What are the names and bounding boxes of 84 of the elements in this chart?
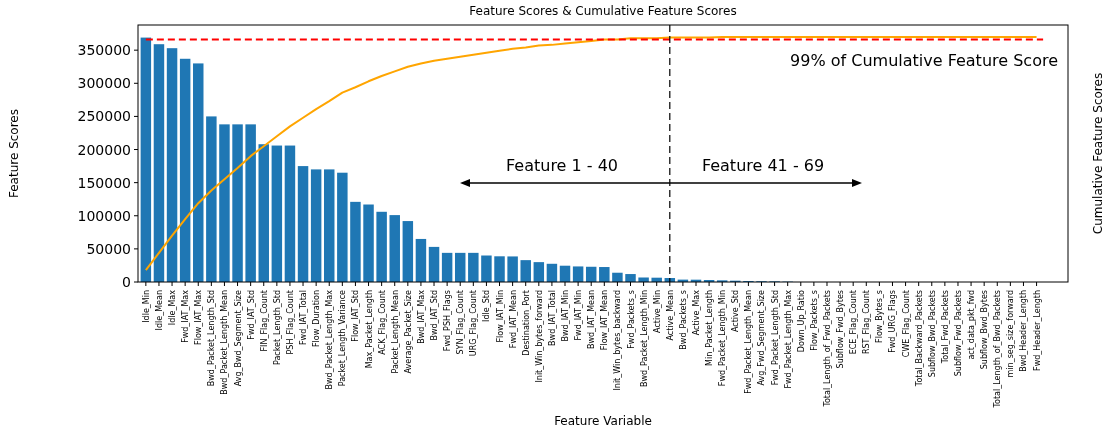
x-tick-label: FIN_Flag_Count: [259, 290, 269, 352]
y-tick-label: 300000: [77, 75, 131, 92]
x-tick-label: Packet_Length_Std: [272, 290, 282, 366]
x-tick-label: act_data_pkt_fwd: [967, 290, 977, 360]
x-tick-label: CWE_Flag_Count: [901, 290, 911, 358]
x-tick-label: Down_Up_Ratio: [796, 289, 806, 353]
y2-axis-title: Cumulative Feature Scores: [1091, 72, 1105, 235]
x-tick-label: Bwd_Packet_Length_Max: [325, 289, 335, 390]
ref-line-label: 99% of Cumulative Feature Score: [790, 50, 1058, 70]
x-tick-label: Flow_Packets_s: [809, 290, 819, 351]
x-tick-label: Fwd_Packet_Length_Mean: [744, 290, 754, 394]
annotation: Feature 41 - 69: [701, 156, 825, 175]
x-tick-label: Bwd_Packet_Length_Min: [639, 290, 649, 388]
x-tick-label: Active_Mean: [665, 290, 675, 341]
x-tick-label: Destination_Port: [521, 290, 531, 356]
x-tick-label: Bwd_IAT_Min: [561, 290, 571, 342]
x-tick-label: PSH_Flag_Count: [285, 290, 295, 355]
x-tick-label: Flow_IAT_Std: [351, 290, 361, 342]
x-tick-label: Bwd_IAT_Max: [416, 289, 426, 344]
x-tick-label: Fwd_IAT_Max: [181, 289, 191, 343]
x-tick-label: ECE_Flag_Count: [849, 290, 859, 355]
annotation: Feature 1 - 40: [505, 156, 619, 175]
x-tick-label: Subflow_Bwd_Bytes: [980, 290, 990, 370]
x-tick-label: Packet_Length_Mean: [390, 290, 400, 374]
x-tick-label: Idle_Min: [141, 290, 151, 323]
y-tick-label: 200000: [77, 141, 131, 158]
x-tick-label: Bwd_Packet_Length_Std: [207, 290, 217, 387]
x-tick-label: min_seg_size_forward: [1006, 290, 1016, 378]
x-tick-label: Active_Std: [731, 290, 741, 333]
x-tick-label: SYN_Flag_Count: [456, 290, 466, 355]
x-tick-label: Fwd_IAT_Std: [246, 290, 256, 340]
x-tick-label: Fwd_IAT_Min: [574, 290, 584, 341]
x-tick-label: Min_Packet_Length: [705, 290, 715, 366]
x-tick-label: Fwd_Packet_Length_Std: [770, 290, 780, 386]
x-tick-label: Bwd_IAT_Std: [430, 290, 440, 341]
x-tick-label: Fwd_Packet_Length_Min: [718, 290, 728, 387]
x-tick-label: Flow_IAT_Max: [194, 289, 204, 345]
y-tick-label: 0: [122, 274, 131, 290]
y-tick-label: 100000: [77, 207, 131, 224]
x-tick-label: Fwd_URG_Flags: [888, 290, 898, 353]
x-tick-label: Flow_Duration: [312, 290, 322, 348]
x-tick-label: Bwd_Header_Length: [1019, 290, 1029, 372]
x-tick-label: Active_Max: [692, 289, 701, 336]
x-tick-label: Fwd_IAT_Total: [299, 290, 309, 346]
x-tick-label: Fwd_Header_Length: [1032, 290, 1042, 371]
x-tick-label: ACK_Flag_Count: [377, 290, 387, 355]
x-tick-label: Flow_IAT_Mean: [600, 290, 610, 351]
x-tick-label: Flow_Bytes_s: [875, 290, 885, 343]
y-tick-label: 50000: [86, 240, 131, 257]
y-axis-title: Feature Scores: [7, 108, 21, 199]
y-tick-label: 250000: [77, 108, 131, 125]
x-tick-label: Total_Backward_Packets: [914, 290, 924, 388]
x-tick-label: Idle_Std: [482, 290, 492, 322]
y-tick-label: 150000: [77, 174, 131, 191]
x-tick-label: Bwd_Packets_s: [678, 290, 688, 350]
x-tick-label: Total_Length_of_Bwd_Packets: [993, 290, 1003, 409]
x-tick-label: Avg_Bwd_Segment_Size: [233, 289, 243, 387]
x-tick-label: Max_Packet_Length: [364, 290, 374, 369]
x-tick-label: Fwd_Packet_Length_Max: [783, 289, 793, 389]
x-tick-label: Fwd_PSH_Flags: [443, 290, 453, 352]
y-tick-label: 350000: [77, 42, 131, 59]
x-tick-label: Subflow_Fwd_Bytes: [836, 290, 846, 369]
chart-title: Feature Scores & Cumulative Feature Scores: [469, 4, 737, 18]
x-tick-label: Idle_Max: [168, 289, 178, 326]
x-tick-label: URG_Flag_Count: [469, 290, 479, 357]
x-tick-label: Packet_Length_Variance: [338, 289, 348, 387]
x-tick-label: Fwd_Packets_s: [626, 290, 636, 349]
x-tick-label: Bwd_IAT_Total: [547, 290, 557, 346]
x-tick-label: Average_Packet_Size: [403, 289, 413, 374]
x-tick-label: Init_Win_bytes_forward: [534, 290, 544, 383]
x-tick-label: Bwd_Packet_Length_Mean: [220, 290, 230, 395]
x-tick-label: Total_Fwd_Packets: [940, 290, 950, 365]
x-tick-label: Subflow_Bwd_Packets: [927, 290, 937, 378]
x-tick-label: Fwd_IAT_Mean: [508, 290, 518, 349]
x-tick-label: Init_Win_bytes_backward: [613, 290, 623, 391]
x-axis-title: Feature Variable: [554, 414, 652, 428]
x-tick-label: Avg_Fwd_Segment_Size: [757, 289, 767, 386]
x-tick-label: Idle_Mean: [154, 290, 164, 331]
x-tick-label: Flow_IAT_Min: [495, 290, 505, 343]
x-tick-label: Active_Min: [652, 290, 662, 333]
x-tick-label: Total_Length_of_Fwd_Packets: [822, 290, 832, 408]
x-tick-label: Subflow_Fwd_Packets: [953, 290, 963, 377]
x-tick-label: Bwd_IAT_Mean: [587, 290, 597, 350]
x-tick-label: RST_Flag_Count: [862, 290, 872, 355]
